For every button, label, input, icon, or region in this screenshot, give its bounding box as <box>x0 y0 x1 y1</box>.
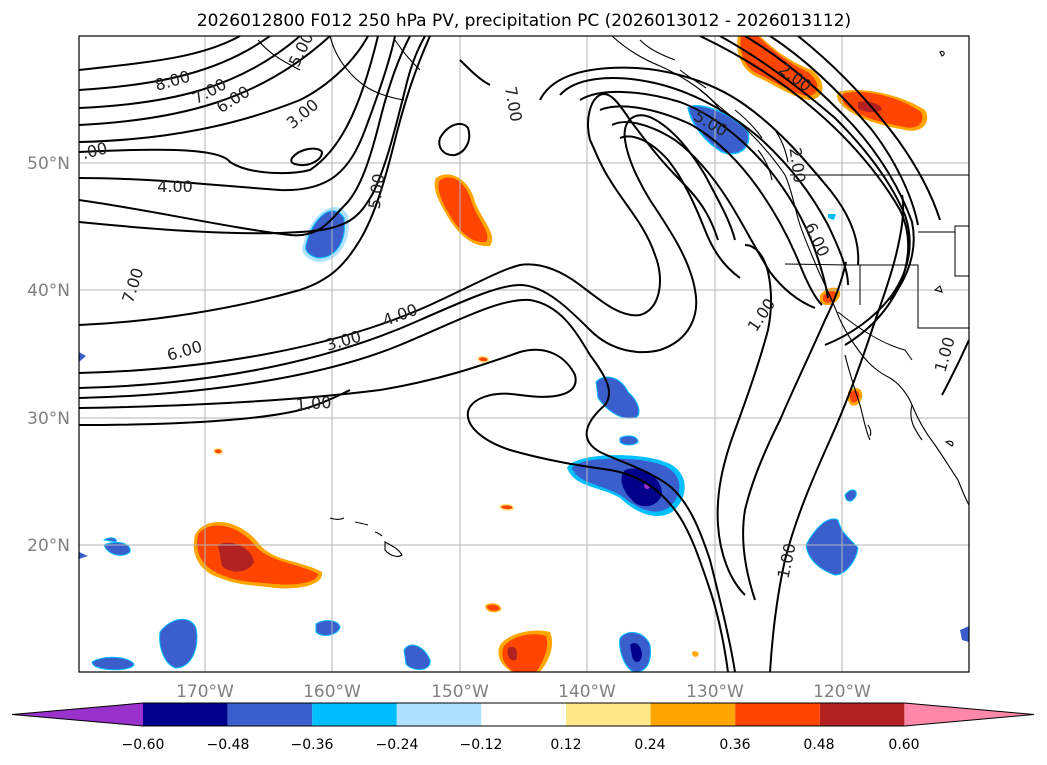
lat-label-20n: 20°N <box>27 536 70 556</box>
colorbar-tick-label: −0.24 <box>376 737 419 753</box>
colorbar-segment <box>650 703 736 726</box>
lat-label-30n: 30°N <box>27 409 70 429</box>
colorbar-ticks: −0.60 −0.48 −0.36 −0.24 −0.12 0.12 0.24 … <box>122 737 920 753</box>
pv-contours <box>79 36 969 672</box>
lon-label-160w: 160°W <box>303 682 361 702</box>
colorbar-segment <box>566 703 651 726</box>
lon-label-130w: 130°W <box>686 682 744 702</box>
colorbar-tick-label: −0.12 <box>460 737 503 753</box>
colorbar-tick-label: 0.24 <box>634 737 665 753</box>
lon-label-120w: 120°W <box>813 682 871 702</box>
colorbar-segment <box>481 703 566 726</box>
colorbar-extend-max <box>904 703 1034 726</box>
contour-label: 4.00 <box>157 177 193 196</box>
contour-label: 2.00 <box>786 146 810 184</box>
lat-label-40n: 40°N <box>27 281 70 301</box>
colorbar-tick-label: 0.48 <box>803 737 834 753</box>
map-title: 2026012800 F012 250 hPa PV, precipitatio… <box>197 11 851 31</box>
political-borders <box>784 174 969 361</box>
contour-label: 5.00 <box>365 172 389 210</box>
colorbar-tick-label: 0.36 <box>719 737 750 753</box>
colorbar-tick-label: 0.60 <box>888 737 919 753</box>
coastlines <box>257 36 969 557</box>
colorbar: −0.60 −0.48 −0.36 −0.24 −0.12 0.12 0.24 … <box>11 702 1035 753</box>
lon-label-170w: 170°W <box>176 682 234 702</box>
contour-label: 1.00 <box>295 393 332 414</box>
colorbar-segment <box>396 703 482 726</box>
colorbar-extend-min <box>12 703 143 726</box>
longitude-labels: 170°W 160°W 150°W 140°W 130°W 120°W <box>176 682 871 702</box>
map-frame <box>78 35 970 673</box>
lat-label-50n: 50°N <box>27 154 70 174</box>
precip-shading <box>79 36 969 672</box>
contour-labels: 8.00 7.00 6.00 5.00 3.00 .00 4.00 5.00 7… <box>80 36 959 580</box>
colorbar-segment <box>143 703 228 726</box>
colorbar-outline <box>11 702 1035 727</box>
colorbar-tick-label: −0.60 <box>122 737 165 753</box>
lon-label-150w: 150°W <box>431 682 489 702</box>
lon-label-140w: 140°W <box>558 682 616 702</box>
colorbar-segments <box>11 702 1035 727</box>
colorbar-segment <box>312 703 397 726</box>
colorbar-segment <box>735 703 820 726</box>
colorbar-segment <box>819 703 905 726</box>
colorbar-tick-label: 0.12 <box>550 737 581 753</box>
negative-precip-region <box>79 105 969 672</box>
colorbar-segment <box>227 703 313 726</box>
colorbar-tick-label: −0.36 <box>291 737 334 753</box>
positive-precip-region <box>193 36 928 672</box>
map-panel: 8.00 7.00 6.00 5.00 3.00 .00 4.00 5.00 7… <box>79 36 969 672</box>
colorbar-tick-label: −0.48 <box>207 737 250 753</box>
latitude-labels: 50°N 40°N 30°N 20°N <box>27 154 70 556</box>
